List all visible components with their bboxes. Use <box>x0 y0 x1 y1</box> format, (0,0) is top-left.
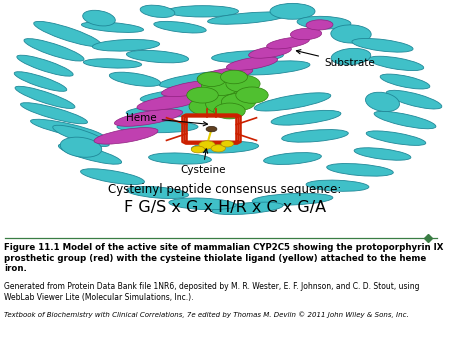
Text: Cysteinyl peptide consensus sequence:: Cysteinyl peptide consensus sequence: <box>108 183 342 196</box>
Ellipse shape <box>191 141 259 153</box>
Ellipse shape <box>230 61 310 75</box>
Ellipse shape <box>306 180 369 191</box>
Ellipse shape <box>137 93 205 111</box>
Ellipse shape <box>374 111 436 129</box>
Ellipse shape <box>270 3 315 19</box>
Ellipse shape <box>248 46 292 58</box>
Circle shape <box>221 93 256 111</box>
Ellipse shape <box>114 109 183 126</box>
Text: Generated from Protein Data Bank file 1NR6, deposited by M. R. Wester, E. F. Joh: Generated from Protein Data Bank file 1N… <box>4 282 420 301</box>
Ellipse shape <box>297 16 351 29</box>
Ellipse shape <box>266 37 310 49</box>
Circle shape <box>199 141 215 149</box>
Circle shape <box>220 70 248 84</box>
Ellipse shape <box>354 148 411 160</box>
Ellipse shape <box>126 104 216 118</box>
Ellipse shape <box>117 121 198 133</box>
Ellipse shape <box>162 80 225 97</box>
Ellipse shape <box>81 169 144 185</box>
Circle shape <box>226 75 260 92</box>
Ellipse shape <box>207 12 288 24</box>
Ellipse shape <box>34 21 101 47</box>
Circle shape <box>221 141 234 147</box>
Ellipse shape <box>83 59 142 68</box>
Ellipse shape <box>140 87 238 103</box>
Ellipse shape <box>140 5 175 18</box>
Circle shape <box>206 126 217 132</box>
Ellipse shape <box>148 153 211 164</box>
Circle shape <box>206 94 244 114</box>
Ellipse shape <box>331 25 371 43</box>
Ellipse shape <box>365 92 400 112</box>
Ellipse shape <box>212 51 284 63</box>
Ellipse shape <box>53 125 109 146</box>
Ellipse shape <box>352 39 413 52</box>
Ellipse shape <box>197 67 253 82</box>
Ellipse shape <box>166 6 238 17</box>
Circle shape <box>211 145 225 152</box>
Ellipse shape <box>126 50 189 63</box>
Ellipse shape <box>94 128 158 144</box>
Text: Figure 11.1 Model of the active site of mammalian CYP2C5 showing the protoporphy: Figure 11.1 Model of the active site of … <box>4 243 444 273</box>
Text: F G/S x G x H/R x C x G/A: F G/S x G x H/R x C x G/A <box>124 200 326 215</box>
Ellipse shape <box>282 129 348 142</box>
Ellipse shape <box>34 7 416 211</box>
Circle shape <box>187 87 218 103</box>
Ellipse shape <box>92 40 160 51</box>
Text: Substrate: Substrate <box>297 50 375 68</box>
Ellipse shape <box>126 187 189 198</box>
Ellipse shape <box>154 21 206 33</box>
Ellipse shape <box>252 193 333 205</box>
Ellipse shape <box>31 119 104 139</box>
Circle shape <box>197 72 226 87</box>
Ellipse shape <box>24 39 84 61</box>
Text: Cysteine: Cysteine <box>180 149 225 175</box>
Ellipse shape <box>366 131 426 145</box>
Ellipse shape <box>212 202 283 215</box>
Ellipse shape <box>386 90 442 109</box>
Ellipse shape <box>83 10 115 26</box>
Ellipse shape <box>271 111 341 125</box>
Ellipse shape <box>21 103 87 124</box>
Circle shape <box>202 76 239 96</box>
Circle shape <box>214 103 245 119</box>
Ellipse shape <box>290 28 322 40</box>
Circle shape <box>215 83 253 102</box>
Ellipse shape <box>81 22 144 32</box>
Ellipse shape <box>306 20 333 30</box>
Text: Heme: Heme <box>126 113 207 126</box>
Circle shape <box>196 85 236 105</box>
Ellipse shape <box>17 55 73 76</box>
Ellipse shape <box>159 71 246 88</box>
Ellipse shape <box>169 198 236 210</box>
Text: Textbook of Biochemistry with Clinical Correlations, 7e edited by Thomas M. Devl: Textbook of Biochemistry with Clinical C… <box>4 311 409 318</box>
Ellipse shape <box>15 86 75 108</box>
Circle shape <box>189 97 225 116</box>
Ellipse shape <box>327 164 393 176</box>
Ellipse shape <box>60 137 102 157</box>
Ellipse shape <box>331 48 371 65</box>
Ellipse shape <box>264 152 321 165</box>
Ellipse shape <box>14 72 67 91</box>
Ellipse shape <box>254 93 331 111</box>
Circle shape <box>191 146 205 153</box>
Ellipse shape <box>380 74 430 89</box>
Circle shape <box>236 87 268 103</box>
Ellipse shape <box>368 56 424 71</box>
Ellipse shape <box>226 56 278 70</box>
Ellipse shape <box>109 72 161 86</box>
Ellipse shape <box>58 144 122 164</box>
